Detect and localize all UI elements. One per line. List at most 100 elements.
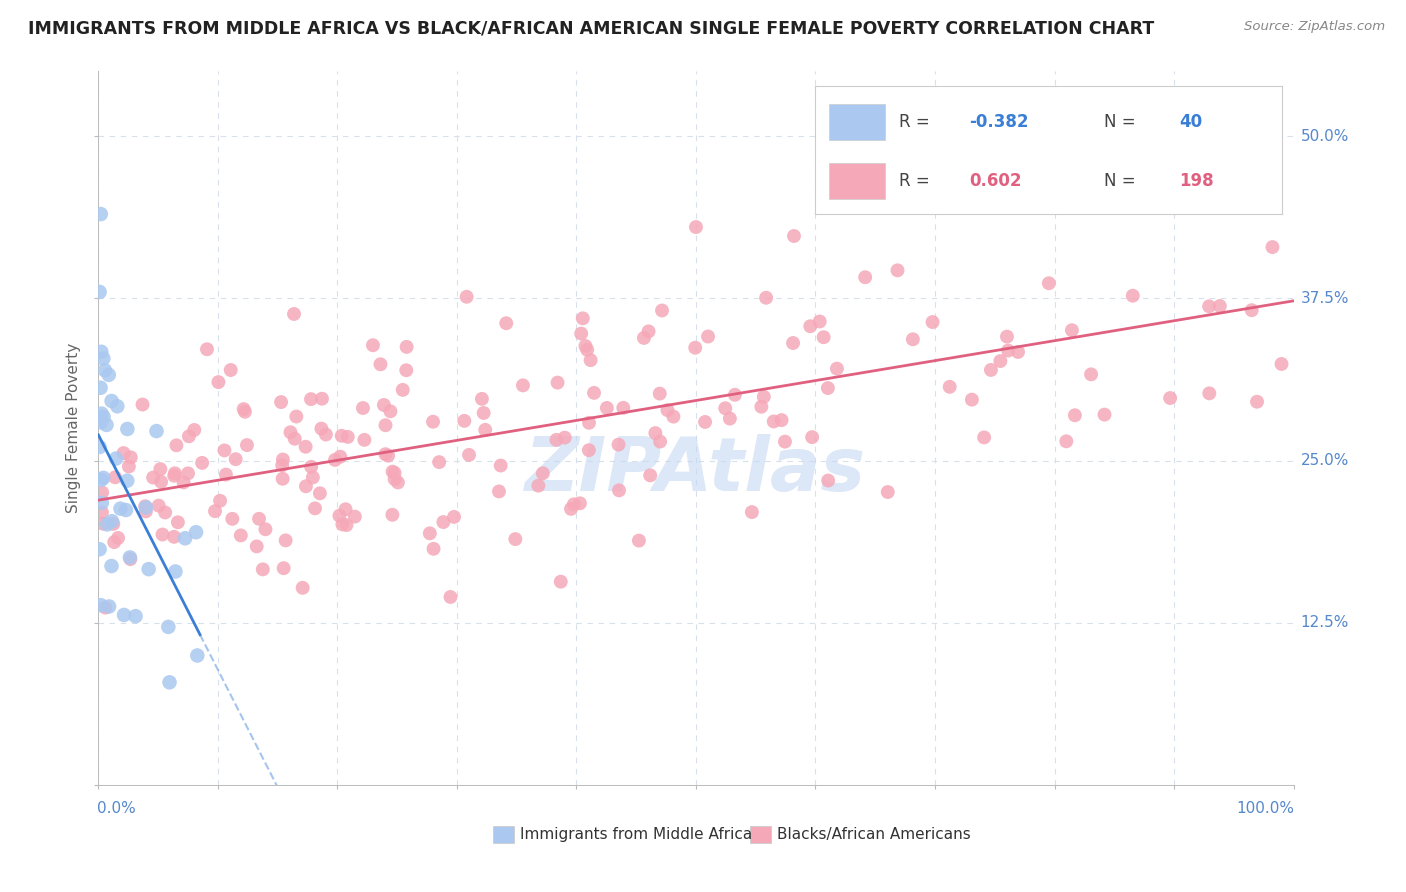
Point (808, 314, 831, 328)
Point (332, 517, 354, 532)
Point (554, 431, 576, 445)
Point (813, 330, 835, 344)
Point (527, 478, 550, 492)
Point (685, 220, 707, 235)
Point (236, 438, 259, 452)
Point (456, 290, 478, 304)
Point (1122, 288, 1144, 302)
Point (547, 376, 569, 390)
Point (89, 285, 111, 299)
Text: 12.5%: 12.5% (1301, 615, 1350, 631)
Point (714, 401, 737, 416)
Point (186, 648, 208, 663)
Point (751, 400, 773, 414)
Point (120, 450, 142, 465)
Point (112, 446, 135, 460)
Point (280, 425, 302, 440)
Text: 0.0%: 0.0% (97, 801, 136, 815)
Point (578, 416, 600, 430)
Bar (494, 826, 515, 844)
Point (335, 502, 357, 516)
Point (853, 270, 876, 285)
Point (380, 404, 402, 418)
Point (97, 368, 120, 382)
Point (209, 493, 232, 508)
Point (90, 407, 112, 421)
Point (458, 448, 481, 462)
Point (773, 434, 796, 449)
Point (488, 484, 510, 499)
Point (607, 437, 630, 451)
Point (453, 414, 475, 428)
Point (997, 343, 1019, 358)
Point (596, 401, 619, 415)
Point (328, 508, 350, 523)
Point (612, 401, 634, 415)
Point (755, 291, 778, 305)
Point (98, 599, 121, 614)
Point (697, 329, 720, 343)
Point (637, 324, 659, 338)
Point (1261, 240, 1284, 254)
Point (105, 399, 128, 413)
Point (381, 465, 404, 479)
Point (195, 343, 218, 357)
Point (1270, 357, 1292, 371)
Point (960, 392, 983, 407)
Point (120, 552, 142, 566)
Point (247, 512, 270, 526)
Point (374, 418, 396, 433)
Point (232, 402, 254, 417)
Point (233, 405, 256, 419)
Y-axis label: Single Female Poverty: Single Female Poverty (66, 343, 82, 513)
Text: 50.0%: 50.0% (1301, 128, 1350, 144)
Point (91, 505, 114, 519)
Point (562, 497, 585, 511)
Point (1240, 303, 1263, 318)
Point (183, 423, 205, 437)
Point (395, 340, 418, 354)
Point (134, 500, 156, 514)
Point (299, 392, 322, 406)
Point (135, 504, 157, 518)
Point (163, 530, 186, 544)
Point (153, 506, 176, 520)
Point (89, 440, 111, 454)
Point (215, 467, 238, 482)
Point (512, 378, 534, 392)
Text: 100.0%: 100.0% (1237, 801, 1295, 815)
Point (150, 475, 173, 489)
Point (118, 459, 141, 474)
Point (145, 424, 167, 438)
Point (579, 353, 602, 368)
Point (799, 319, 821, 334)
Text: Blacks/African Americans: Blacks/African Americans (778, 828, 972, 842)
Point (1080, 368, 1102, 382)
Point (148, 499, 170, 513)
Point (274, 533, 297, 548)
Point (285, 409, 308, 424)
Point (91, 485, 114, 500)
Point (395, 363, 418, 377)
Point (648, 434, 671, 449)
Point (373, 398, 395, 412)
Point (149, 462, 172, 476)
Point (94, 363, 117, 377)
Point (135, 500, 157, 515)
Point (330, 429, 353, 443)
Point (607, 483, 630, 498)
Point (550, 574, 572, 589)
Point (96, 517, 118, 532)
Point (683, 341, 706, 355)
Point (343, 509, 366, 524)
Point (270, 395, 292, 409)
Point (214, 443, 236, 458)
Point (177, 467, 200, 481)
Point (648, 386, 671, 401)
Point (93, 351, 115, 366)
Point (271, 472, 294, 486)
Point (876, 485, 898, 500)
Point (138, 562, 160, 576)
Point (1094, 408, 1116, 422)
Point (752, 390, 775, 404)
